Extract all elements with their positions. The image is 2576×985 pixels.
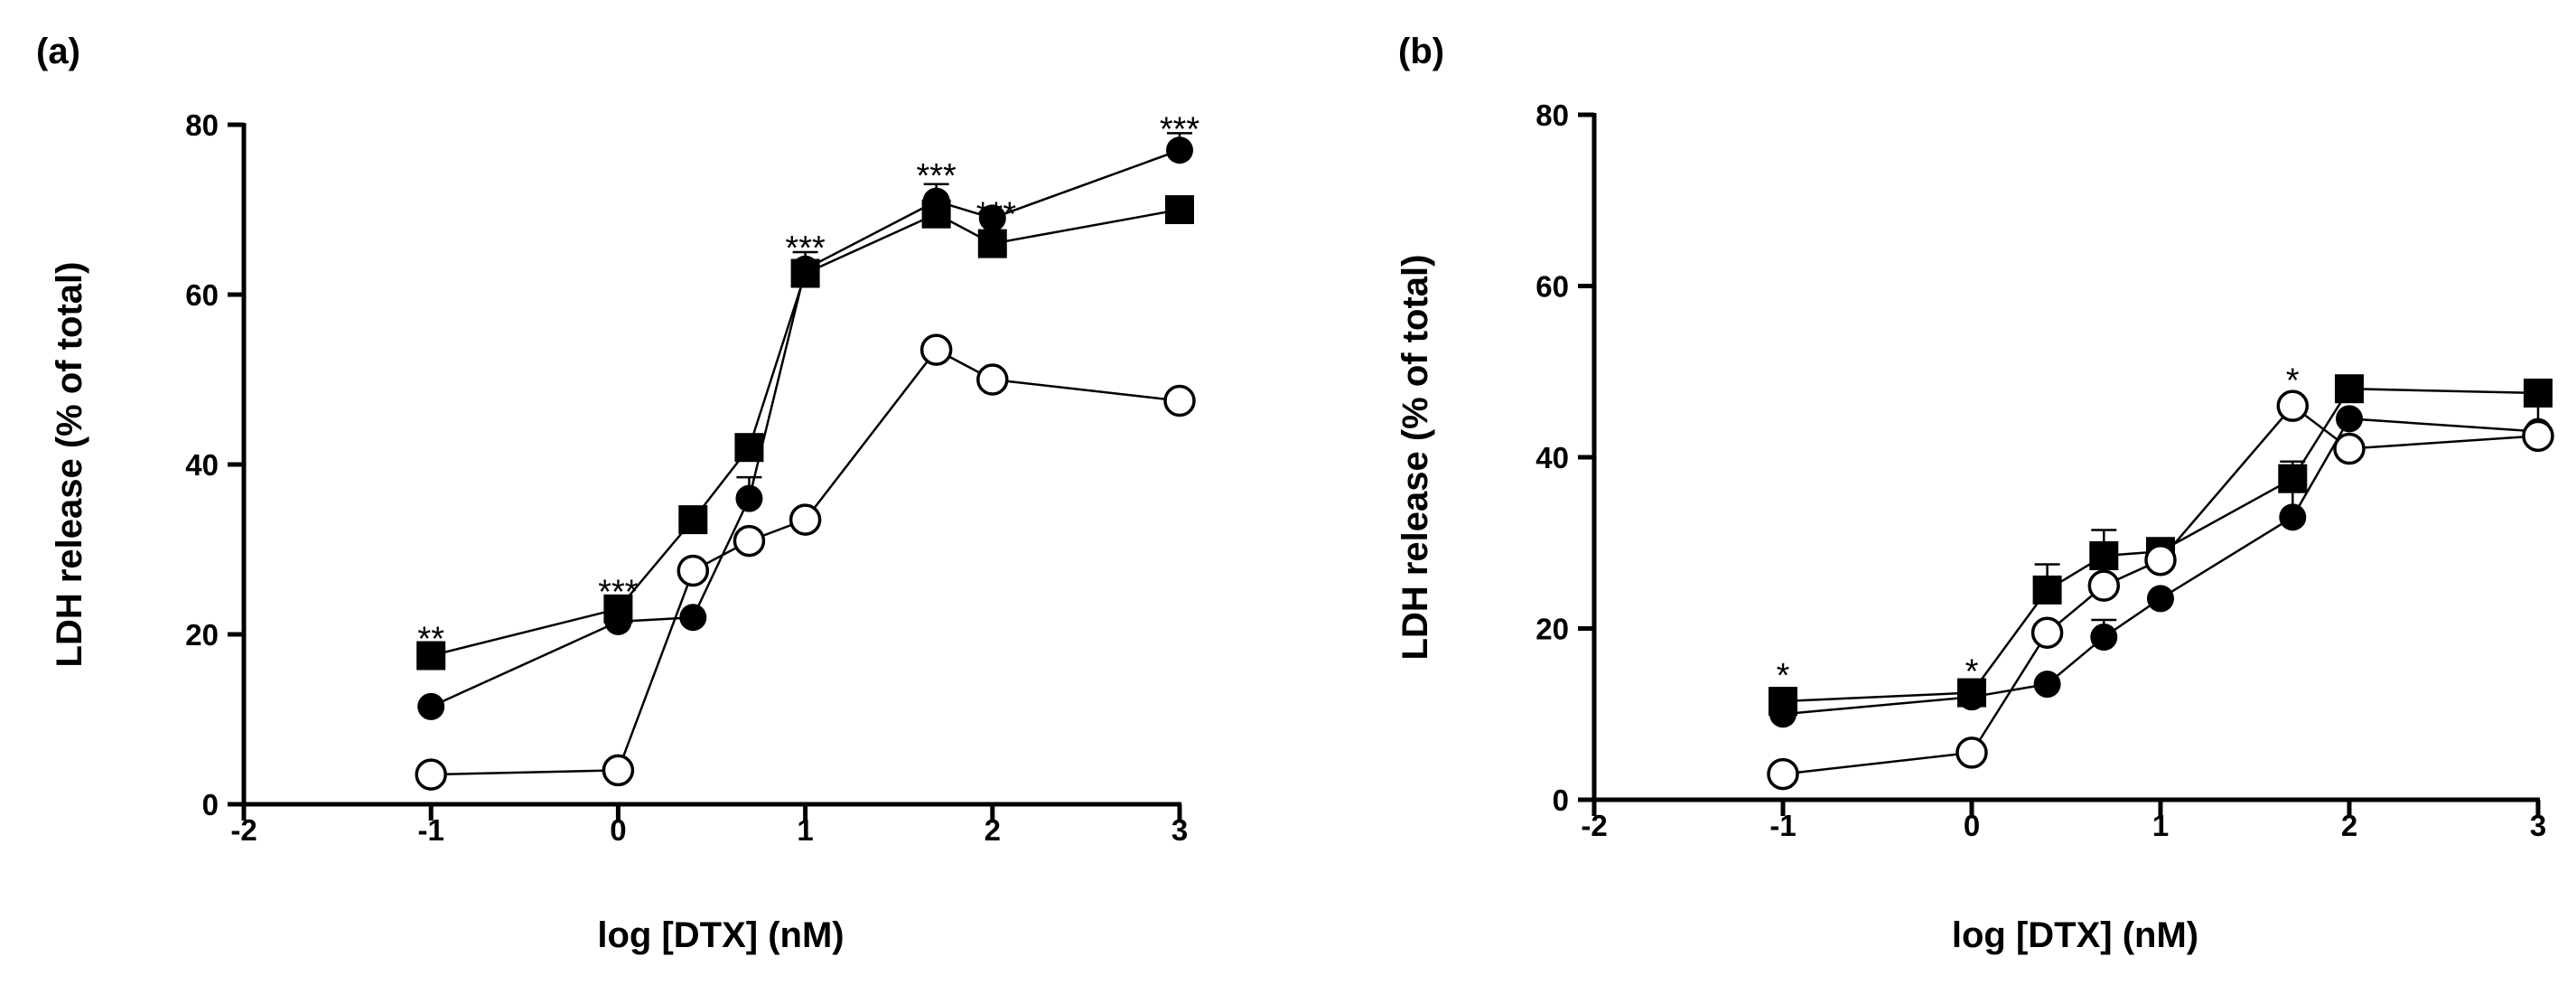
series-line-circle-open bbox=[431, 348, 1181, 776]
x-tick-label: 1 bbox=[797, 813, 813, 847]
data-point-square-filled bbox=[2335, 374, 2364, 404]
data-point-circle-filled bbox=[1166, 136, 1193, 164]
data-point-circle-filled bbox=[2033, 671, 2061, 699]
x-tick-label: 2 bbox=[985, 813, 1001, 847]
x-tick-label: 0 bbox=[1964, 809, 1980, 842]
x-tick-label: -1 bbox=[1769, 809, 1796, 842]
data-point-circle-filled bbox=[791, 255, 819, 283]
x-tick-label: -2 bbox=[1581, 809, 1607, 842]
data-point-circle-open bbox=[919, 333, 953, 366]
y-tick-label: 80 bbox=[1535, 98, 1569, 132]
x-axis-title: log [DTX] (nM) bbox=[597, 915, 844, 955]
y-tick-label: 0 bbox=[1553, 783, 1569, 817]
data-point-circle-filled bbox=[604, 607, 632, 635]
data-point-circle-open bbox=[415, 758, 447, 791]
data-point-square-filled bbox=[977, 229, 1007, 258]
data-point-square-filled bbox=[2524, 378, 2553, 408]
data-point-circle-filled bbox=[1769, 700, 1797, 728]
panel-label: (b) bbox=[1398, 32, 1444, 71]
significance-label: *** bbox=[916, 157, 957, 195]
data-point-circle-open bbox=[1955, 736, 1988, 769]
significance-label: * bbox=[1777, 657, 1790, 695]
y-tick-label: 80 bbox=[185, 108, 219, 142]
x-tick-label: -2 bbox=[230, 813, 257, 847]
significance-label: * bbox=[2286, 361, 2300, 399]
y-tick-label: 40 bbox=[185, 448, 219, 482]
data-point-circle-filled bbox=[2090, 623, 2118, 651]
significance-label: *** bbox=[976, 195, 1017, 233]
data-point-circle-open bbox=[789, 503, 822, 536]
data-point-circle-filled bbox=[679, 604, 707, 632]
data-point-circle-open bbox=[677, 554, 710, 587]
y-axis-title: LDH release (% of total) bbox=[1395, 255, 1435, 661]
y-tick-label: 60 bbox=[1535, 270, 1569, 304]
data-point-square-filled bbox=[734, 433, 764, 463]
significance-label: *** bbox=[1160, 110, 1200, 148]
data-point-circle-open bbox=[2087, 569, 2121, 602]
x-tick-label: 1 bbox=[2152, 809, 2169, 842]
data-point-circle-open bbox=[2333, 432, 2366, 465]
y-tick-label: 20 bbox=[1535, 613, 1569, 646]
data-point-circle-open bbox=[976, 363, 1009, 396]
data-point-circle-filled bbox=[735, 484, 763, 512]
data-point-square-filled bbox=[1165, 195, 1194, 224]
data-point-circle-open bbox=[2144, 543, 2177, 577]
x-axis-title: log [DTX] (nM) bbox=[1952, 915, 2198, 955]
data-point-circle-open bbox=[2030, 616, 2064, 649]
data-point-square-filled bbox=[2278, 464, 2308, 493]
y-axis-title: LDH release (% of total) bbox=[50, 262, 89, 668]
y-tick-label: 0 bbox=[202, 788, 219, 821]
y-tick-label: 60 bbox=[185, 278, 219, 312]
data-point-circle-filled bbox=[417, 692, 445, 720]
data-point-square-filled bbox=[2032, 575, 2062, 605]
x-tick-label: 3 bbox=[2530, 809, 2546, 842]
significance-label: * bbox=[1965, 652, 1979, 690]
data-point-circle-open bbox=[602, 754, 635, 787]
x-tick-label: 3 bbox=[1171, 813, 1188, 847]
series-line-square-filled bbox=[1782, 387, 2539, 703]
chart-panel-a: (a) -2 -1 0 1 2 3 0 20 40 60 80 log [DTX] (nM) LDH re… bbox=[36, 32, 1199, 955]
x-tick-label: 0 bbox=[610, 813, 626, 847]
data-point-square-filled bbox=[2089, 540, 2119, 570]
data-point-square-filled bbox=[416, 641, 446, 671]
x-tick-label: -1 bbox=[418, 813, 444, 847]
y-tick-label: 40 bbox=[1535, 441, 1569, 474]
x-tick-label: 2 bbox=[2341, 809, 2357, 842]
data-point-circle-open bbox=[733, 524, 766, 558]
data-point-circle-open bbox=[2522, 419, 2554, 453]
data-point-circle-filled bbox=[978, 204, 1006, 232]
significance-label: *** bbox=[785, 230, 826, 267]
data-point-circle-filled bbox=[2147, 585, 2174, 613]
significance-label: *** bbox=[598, 574, 639, 612]
data-point-circle-open bbox=[1767, 757, 1799, 791]
significance-label: ** bbox=[417, 620, 444, 658]
data-point-circle-open bbox=[1163, 384, 1196, 417]
chart-panel-b: (b) -2 -1 0 1 2 3 0 20 40 60 80 log [DTX] (nM) LDH re… bbox=[1395, 32, 2554, 955]
y-tick-label: 20 bbox=[185, 618, 219, 652]
data-point-circle-filled bbox=[2336, 405, 2363, 433]
data-point-circle-filled bbox=[922, 187, 950, 215]
data-point-circle-filled bbox=[2279, 503, 2307, 531]
panel-label: (a) bbox=[36, 32, 80, 71]
data-point-circle-filled bbox=[1958, 683, 1985, 711]
data-point-square-filled bbox=[678, 505, 708, 535]
data-point-circle-open bbox=[2276, 389, 2310, 422]
